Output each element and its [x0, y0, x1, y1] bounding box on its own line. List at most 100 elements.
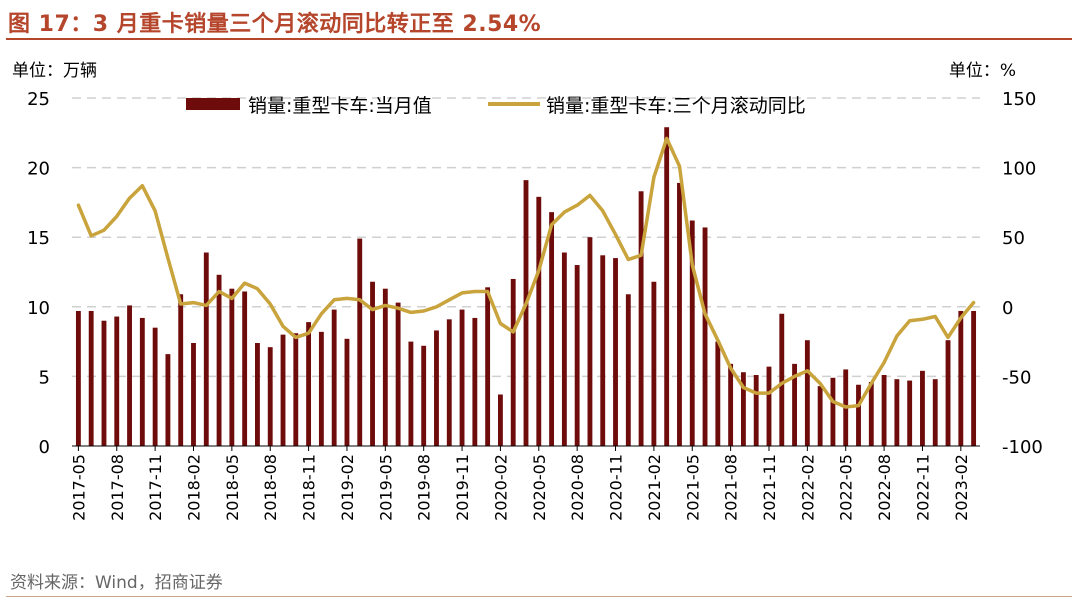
- y-right-tick-label: -100: [1002, 437, 1043, 458]
- footer-divider: [6, 596, 1072, 597]
- bar: [625, 294, 631, 446]
- bar: [255, 342, 260, 446]
- bar: [434, 330, 439, 446]
- x-tick-label: 2022-11: [913, 454, 932, 521]
- bar: [485, 287, 491, 446]
- y-right-tick-label: 50: [1002, 228, 1025, 249]
- x-tick-label: 2017-05: [69, 454, 88, 521]
- x-tick-label: 2022-05: [837, 454, 856, 521]
- x-tick-label: 2019-05: [376, 454, 395, 521]
- bar: [600, 255, 606, 446]
- bar: [715, 341, 721, 446]
- bar: [971, 310, 977, 446]
- x-tick-label: 2018-08: [261, 454, 280, 521]
- bar: [651, 281, 657, 446]
- bar: [868, 381, 874, 446]
- bar: [664, 127, 670, 447]
- bar: [75, 310, 81, 446]
- x-tick-label: 2022-08: [875, 454, 894, 521]
- bar: [561, 252, 567, 446]
- bar: [497, 394, 503, 446]
- x-tick-label: 2017-11: [146, 454, 165, 521]
- x-tick-label: 2021-05: [683, 454, 702, 521]
- x-tick-label: 2020-11: [607, 454, 626, 521]
- yoy-line: [76, 136, 976, 409]
- legend-line-label: 销量:重型卡车:三个月滚动同比: [546, 95, 806, 117]
- bar: [920, 370, 925, 446]
- right-axis-unit: 单位：%: [948, 61, 1016, 81]
- bar: [203, 252, 209, 446]
- y-right-tick-label: 150: [1002, 89, 1036, 110]
- bar: [574, 265, 580, 446]
- bar: [587, 237, 593, 446]
- bar: [907, 380, 913, 446]
- bar: [139, 317, 145, 446]
- bar: [382, 288, 388, 446]
- x-tick-label: 2019-08: [415, 454, 434, 521]
- bar: [817, 386, 823, 446]
- x-tick-label: 2021-11: [760, 454, 779, 521]
- bar-series: [75, 127, 977, 447]
- bar: [766, 366, 772, 446]
- bar: [779, 313, 785, 446]
- y-left-tick-label: 10: [27, 298, 50, 319]
- bar: [446, 319, 452, 446]
- bar: [728, 363, 734, 446]
- y-left-tick-label: 5: [39, 367, 50, 388]
- bar: [459, 309, 465, 446]
- bar: [932, 379, 938, 446]
- bar: [638, 191, 644, 446]
- axes: 0 5 10 15 20 25 -100 -50 0 50 100 150 2017-05 2017-08…: [27, 89, 1043, 521]
- bar: [318, 331, 324, 446]
- bar: [306, 322, 312, 446]
- bar: [165, 354, 171, 446]
- line-series: [76, 136, 976, 409]
- bar: [677, 182, 682, 447]
- bar: [331, 309, 337, 446]
- bar: [689, 220, 695, 446]
- bar: [280, 334, 286, 446]
- bar: [242, 291, 248, 446]
- bar: [894, 379, 900, 446]
- x-tick-label: 2017-08: [108, 454, 127, 521]
- bar: [753, 375, 759, 446]
- bar: [740, 372, 746, 446]
- bar: [191, 342, 196, 446]
- bar: [178, 294, 184, 446]
- bar: [344, 338, 350, 446]
- source-note: 资料来源：Wind，招商证券: [10, 573, 223, 593]
- bar: [958, 310, 964, 446]
- bar: [229, 288, 235, 446]
- bar: [702, 227, 708, 446]
- y-right-tick-label: -50: [1002, 367, 1031, 388]
- x-tick-label: 2020-08: [568, 454, 587, 521]
- bar: [881, 375, 887, 446]
- x-tick-label: 2018-11: [300, 454, 319, 521]
- bar: [472, 317, 478, 446]
- title-divider: [6, 38, 1072, 40]
- x-tick-label: 2020-02: [491, 454, 510, 521]
- legend: 销量:重型卡车:当月值 销量:重型卡车:三个月滚动同比: [186, 95, 806, 117]
- y-left-tick-label: 20: [27, 159, 50, 180]
- bar: [395, 302, 401, 446]
- bar: [804, 340, 810, 446]
- y-left-tick-label: 15: [27, 228, 50, 249]
- bar: [370, 281, 375, 446]
- x-tick-label: 2021-02: [645, 454, 664, 521]
- figure-title: 图 17：3 月重卡销量三个月滚动同比转正至 2.54%: [8, 12, 542, 37]
- y-left-tick-label: 25: [27, 89, 50, 110]
- bar: [549, 212, 555, 446]
- bar: [216, 274, 222, 446]
- bar: [856, 384, 861, 446]
- left-axis-unit: 单位：万辆: [12, 61, 97, 81]
- legend-bar-swatch: [186, 98, 240, 110]
- legend-bar-label: 销量:重型卡车:当月值: [248, 95, 432, 117]
- bar: [510, 278, 516, 446]
- bar: [152, 327, 158, 446]
- bar: [830, 377, 836, 446]
- x-tick-label: 2019-02: [338, 454, 357, 521]
- bar: [357, 238, 363, 446]
- x-tick-label: 2020-05: [530, 454, 549, 521]
- x-tick-label: 2018-02: [184, 454, 203, 521]
